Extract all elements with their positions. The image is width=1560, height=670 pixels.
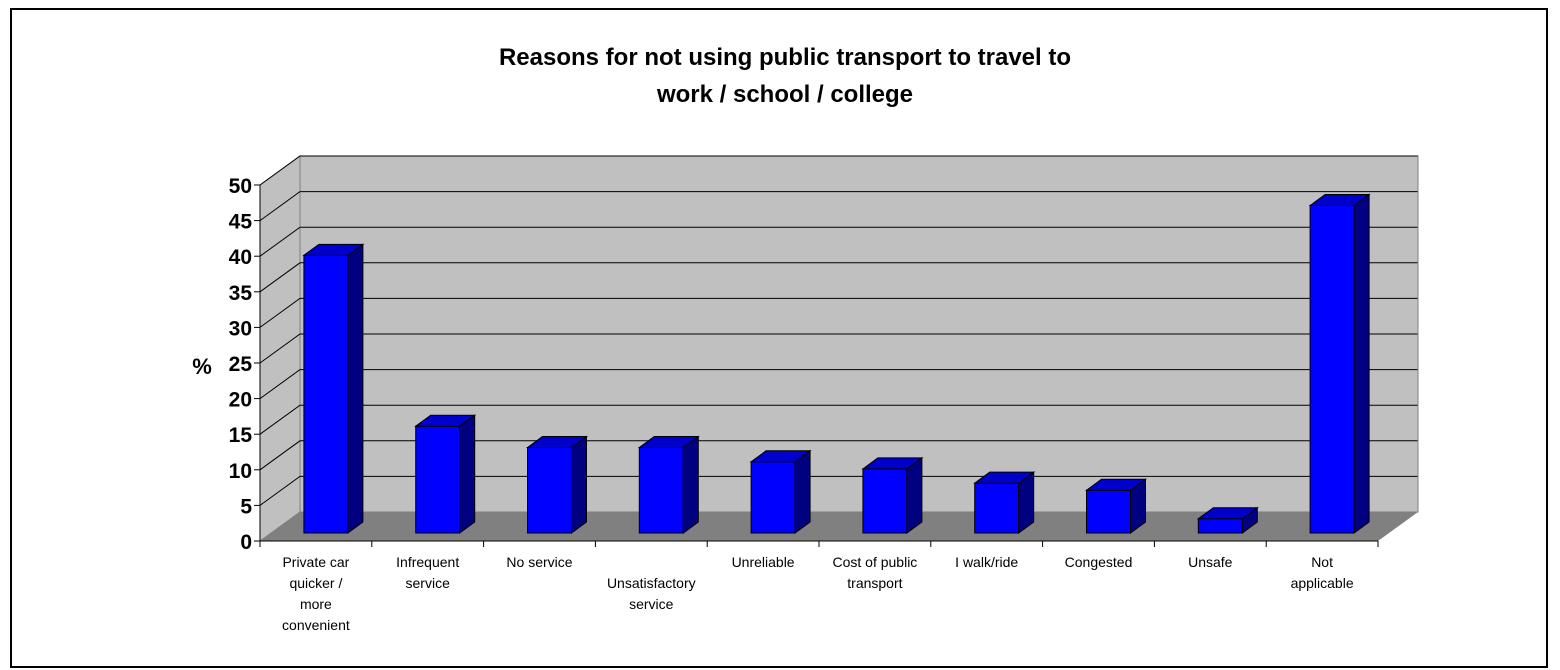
gridline [259,475,1418,506]
x-category-label-line: transport [847,575,902,591]
x-category-label-line: service [406,575,451,591]
x-category-label-line: Cost of public [832,554,917,570]
x-category-label-line: Not [1311,554,1333,570]
bar-front [1309,204,1355,534]
bar-front [974,482,1020,534]
y-tick-label: 30 [229,317,252,340]
bar-front [750,461,796,534]
x-category-label: Congested [1065,554,1133,570]
chart-title-line-1: Reasons for not using public transport t… [499,44,1071,71]
bar-front [527,447,572,534]
x-category-label-line: Unsatisfactory [607,575,696,591]
bar-front [303,254,349,534]
x-category-label: I walk/ride [955,554,1018,570]
gridline [259,369,1418,400]
bar-front [1197,518,1243,534]
bar [749,449,812,534]
chart-svg: Reasons for not using public transport t… [192,44,1419,633]
y-tick-label: 45 [229,211,253,234]
bar-side [347,243,364,534]
bar-side [1130,478,1146,534]
gridline [259,262,1418,293]
x-category-label-line: service [629,596,674,612]
y-tick-label: 15 [229,424,253,447]
x-category-label: No service [506,554,572,570]
x-category-label: Unsatisfactory service [607,575,696,612]
bar-front [638,447,684,534]
chart-frame: Reasons for not using public transport t… [10,8,1548,668]
bar [637,435,700,534]
x-category-label-line: No service [506,554,572,570]
bar-side [682,435,699,534]
bar-side [1241,506,1258,534]
bar [414,414,477,534]
chart-title: Reasons for not using public transport t… [499,44,1071,108]
gridlines [259,155,1419,512]
y-tick-label: 25 [229,353,253,376]
x-category-label: Infrequent service [396,554,459,591]
bar-side [1018,471,1035,534]
x-category-label: Private car quicker / more convenient [282,554,350,633]
x-category-label-line: Unsafe [1188,554,1233,570]
bar-side [906,456,923,534]
x-category-label-line: applicable [1291,575,1354,591]
x-category-label-line: Private car [282,554,349,570]
y-tick-label: 0 [240,531,252,554]
gridline [259,297,1418,328]
gridline [259,333,1418,364]
gridline [259,155,1418,186]
y-tick-label: 40 [229,246,252,269]
y-tick-label: 20 [229,389,252,412]
x-category-label-line: more [300,596,332,612]
bar [973,471,1036,534]
bar [302,243,365,534]
y-tick-label: 5 [240,495,252,518]
bar [525,435,589,534]
y-tick-label: 10 [229,460,252,483]
x-category-label-line: quicker / [289,575,342,591]
gridline [259,404,1418,435]
y-tick-label: 50 [229,175,252,198]
bar-front [1086,489,1131,534]
x-axis: Private car quicker / more convenient Infreq… [259,540,1379,633]
y-axis-label: % [192,354,212,379]
bar [1196,506,1259,534]
bar-side [571,435,587,534]
bar-front [415,425,461,534]
gridline [259,191,1418,222]
gridline [259,440,1418,471]
bar [1084,478,1148,534]
y-tick-label: 35 [229,282,253,305]
x-category-label: Not applicable [1291,554,1354,591]
x-category-label-line: Unreliable [732,554,795,570]
x-category-label-line: convenient [282,617,350,633]
gridline [259,226,1418,257]
x-category-label: Unreliable [732,554,795,570]
x-category-label-line: Congested [1065,554,1133,570]
bars [302,193,1371,534]
bar-side [794,449,811,534]
bar [861,456,924,534]
bar [1308,193,1371,534]
y-axis: 0 5 10 15 20 25 30 35 40 45 50 [229,175,261,554]
bar-front [862,468,908,534]
x-category-label-line: I walk/ride [955,554,1018,570]
x-category-label: Unsafe [1188,554,1233,570]
bar-side [459,414,476,534]
x-category-label: Cost of public transport [832,554,917,591]
x-category-label-line: Infrequent [396,554,459,570]
chart-title-line-2: work / school / college [656,81,913,108]
bar-side [1353,193,1370,534]
